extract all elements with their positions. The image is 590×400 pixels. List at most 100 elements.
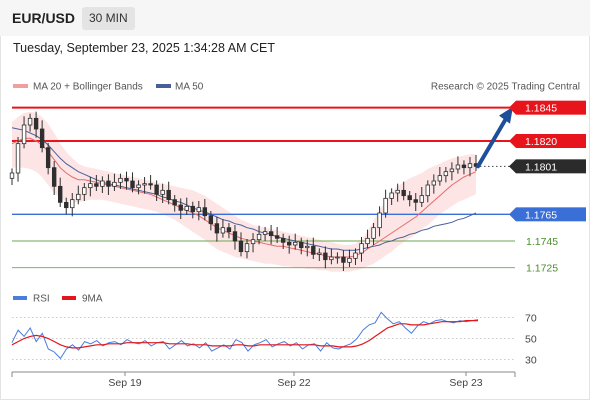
- candle-body: [293, 241, 298, 246]
- candle-body: [214, 223, 220, 234]
- candle-body: [172, 199, 177, 206]
- candle-body: [106, 180, 111, 187]
- candle-body: [371, 227, 376, 239]
- candle-body: [419, 195, 424, 203]
- candle-body: [118, 177, 123, 183]
- candle-body: [461, 164, 467, 169]
- rsi-legend: RSI 9MA: [13, 294, 103, 305]
- candle-body: [142, 183, 147, 186]
- x-axis: Sep 19 Sep 22 Sep 23: [11, 371, 516, 389]
- candle-body: [220, 227, 226, 234]
- candle-body: [70, 199, 75, 209]
- candle-body: [196, 207, 202, 213]
- candle-body: [323, 252, 328, 261]
- timeframe-badge[interactable]: 30 MIN: [82, 7, 135, 30]
- candle-body: [166, 189, 171, 201]
- resistance-label-tip: [509, 134, 516, 148]
- support-level-label: 1.1745: [526, 236, 558, 248]
- candle-body: [178, 204, 183, 211]
- candle-body: [437, 175, 443, 182]
- bollinger-band: [12, 111, 476, 272]
- candle-body: [160, 189, 165, 195]
- pivot-label-box: [516, 207, 586, 222]
- candle-body: [353, 252, 358, 259]
- current-price-label-tip: [509, 159, 516, 174]
- candle-body: [58, 185, 63, 203]
- ma50-line: [11, 127, 477, 251]
- projection-arrow: [476, 106, 513, 169]
- price-labels: 1.1845 1.1820 1.1765 1.1745 1.1725 1.1801: [509, 100, 586, 275]
- support-level-label: 1.1725: [526, 263, 558, 275]
- candle-body: [226, 227, 232, 233]
- rsi-grid: 70 50 30: [12, 313, 537, 367]
- pivot-label-tip: [509, 207, 516, 222]
- candle-body: [15, 143, 21, 174]
- candle-body: [9, 172, 15, 179]
- candle-body: [256, 233, 262, 241]
- candle-body: [395, 189, 400, 194]
- candle-body: [88, 183, 93, 189]
- resistance-level-label: 1.1845: [525, 103, 557, 115]
- currency-pair: EUR/USD: [12, 10, 76, 26]
- projection-arrow-shaft: [476, 116, 508, 169]
- candle-body: [124, 177, 129, 182]
- candle-body: [335, 256, 340, 259]
- candle-body: [94, 183, 99, 187]
- candle-body: [274, 235, 280, 239]
- ma50-legend-label: MA 50: [175, 82, 204, 93]
- rsi-tick-label: 30: [525, 355, 537, 367]
- resistance-label-box: [516, 100, 586, 115]
- candle-body: [45, 147, 51, 169]
- candle-body: [208, 215, 214, 225]
- candle-body: [299, 241, 304, 249]
- candle-body: [136, 184, 141, 189]
- bollinger-band-fill: [12, 111, 476, 272]
- rsi-ma9-line: [11, 320, 478, 349]
- candle-body: [262, 231, 268, 235]
- candle-body: [443, 171, 449, 177]
- candle-body: [184, 205, 189, 211]
- candle-body: [112, 181, 117, 187]
- candle-body: [27, 117, 33, 126]
- price-levels: [12, 106, 515, 269]
- resistance-level-label: 1.1820: [525, 136, 557, 148]
- candle-body: [250, 239, 256, 245]
- candle-body: [268, 231, 274, 237]
- candle-body: [100, 180, 105, 187]
- candle-body: [311, 245, 316, 255]
- candle-body: [190, 205, 195, 213]
- candle-body: [286, 241, 292, 246]
- ma50-legend-swatch: [156, 84, 171, 88]
- resistance-label-box: [516, 134, 586, 148]
- projection-arrow-head: [499, 106, 513, 124]
- candle-body: [377, 212, 382, 229]
- bb-legend-swatch: [13, 84, 28, 88]
- candle-body: [76, 193, 81, 201]
- candle-body: [232, 231, 238, 242]
- candle-body: [329, 256, 334, 261]
- candle-body: [244, 243, 250, 253]
- candle-body: [383, 197, 388, 214]
- candle-body: [449, 168, 455, 173]
- ma20-line: [11, 137, 477, 258]
- rsi-legend-swatch: [13, 296, 27, 300]
- candle-body: [130, 180, 135, 189]
- candle-body: [365, 237, 370, 245]
- candle-body: [401, 189, 406, 197]
- candle-body: [51, 167, 57, 187]
- candle-body: [21, 124, 27, 145]
- candle-body: [33, 117, 39, 130]
- candle-body: [154, 184, 159, 195]
- candle-body: [407, 195, 412, 201]
- chart-legend: MA 20 + Bollinger Bands MA 50 Research ©…: [13, 82, 580, 93]
- bb-legend-label: MA 20 + Bollinger Bands: [33, 82, 143, 93]
- candle-body: [431, 180, 437, 186]
- candle-body: [148, 183, 153, 186]
- rsi-tick-label: 70: [525, 313, 537, 325]
- candle-body: [238, 240, 244, 253]
- pivot-level-label: 1.1765: [525, 209, 557, 221]
- timestamp: Tuesday, September 23, 2025 1:34:28 AM C…: [13, 41, 275, 55]
- candle-body: [82, 187, 87, 195]
